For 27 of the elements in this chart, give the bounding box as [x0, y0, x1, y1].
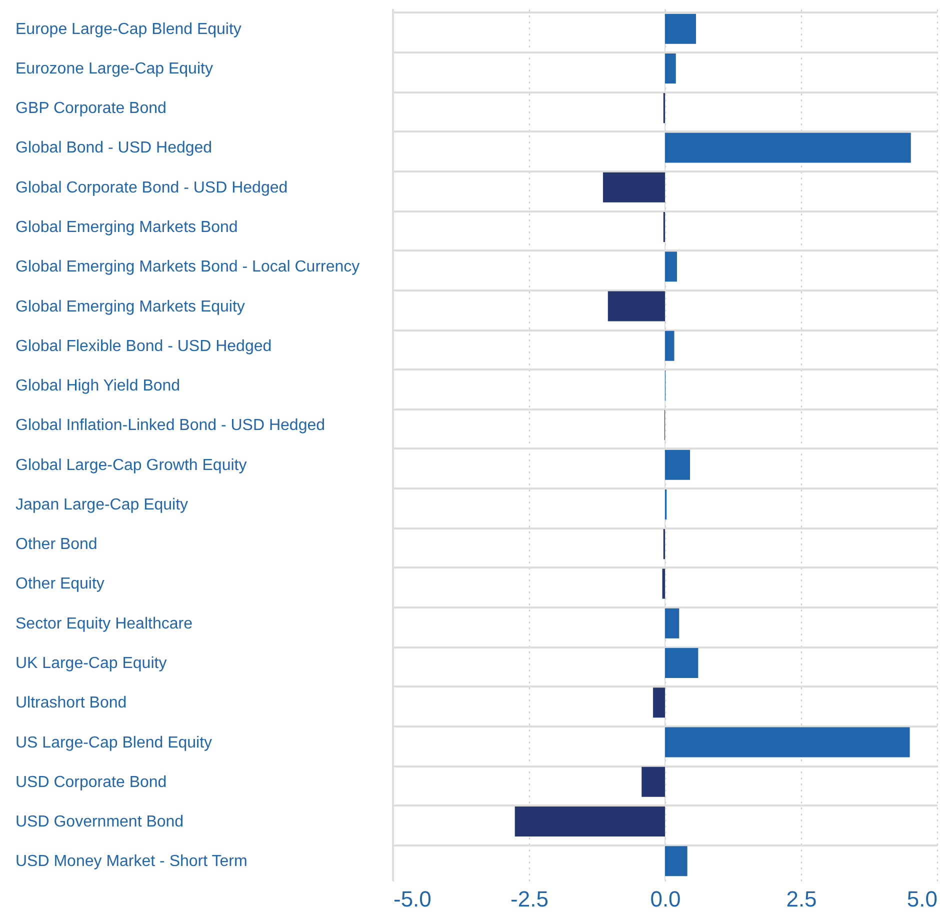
y-tick-label: Global Corporate Bond - USD Hedged [16, 179, 288, 196]
y-tick-label: USD Money Market - Short Term [16, 853, 248, 870]
y-tick-label: USD Government Bond [16, 814, 184, 831]
y-tick-label: Other Equity [16, 576, 104, 593]
y-tick-label: UK Large-Cap Equity [16, 655, 167, 672]
y-tick-label: Global Emerging Markets Bond [16, 219, 238, 236]
y-tick-label: Global Emerging Markets Equity [16, 298, 245, 316]
y-tick-label: Global Large-Cap Growth Equity [16, 456, 247, 474]
y-tick-label: Global Bond - USD Hedged [16, 140, 212, 157]
y-tick-label: Other Bond [16, 536, 98, 554]
y-tick-label: GBP Corporate Bond [16, 100, 166, 118]
x-tick-label: 2.5 [786, 886, 817, 912]
y-tick-label: Ultrashort Bond [16, 694, 127, 712]
y-tick-label: US Large-Cap Blend Equity [16, 734, 212, 752]
y-tick-label: Global Inflation-Linked Bond - USD Hedged [16, 417, 326, 434]
y-tick-label: Japan Large-Cap Equity [16, 496, 188, 514]
x-tick-label: -5.0 [394, 886, 432, 912]
y-tick-label: Global High Yield Bond [16, 378, 180, 395]
y-tick-label: Global Emerging Markets Bond - Local Currency [16, 258, 360, 276]
x-tick-label: 0.0 [650, 886, 681, 912]
y-tick-label: Europe Large-Cap Blend Equity [16, 20, 242, 38]
y-tick-label: Sector Equity Healthcare [16, 615, 193, 632]
y-tick-label: Global Flexible Bond - USD Hedged [16, 338, 272, 355]
x-tick-label: 5.0 [906, 886, 938, 912]
y-tick-label: Eurozone Large-Cap Equity [16, 60, 213, 78]
x-tick-label: -2.5 [510, 886, 548, 912]
y-tick-label: USD Corporate Bond [16, 774, 167, 791]
